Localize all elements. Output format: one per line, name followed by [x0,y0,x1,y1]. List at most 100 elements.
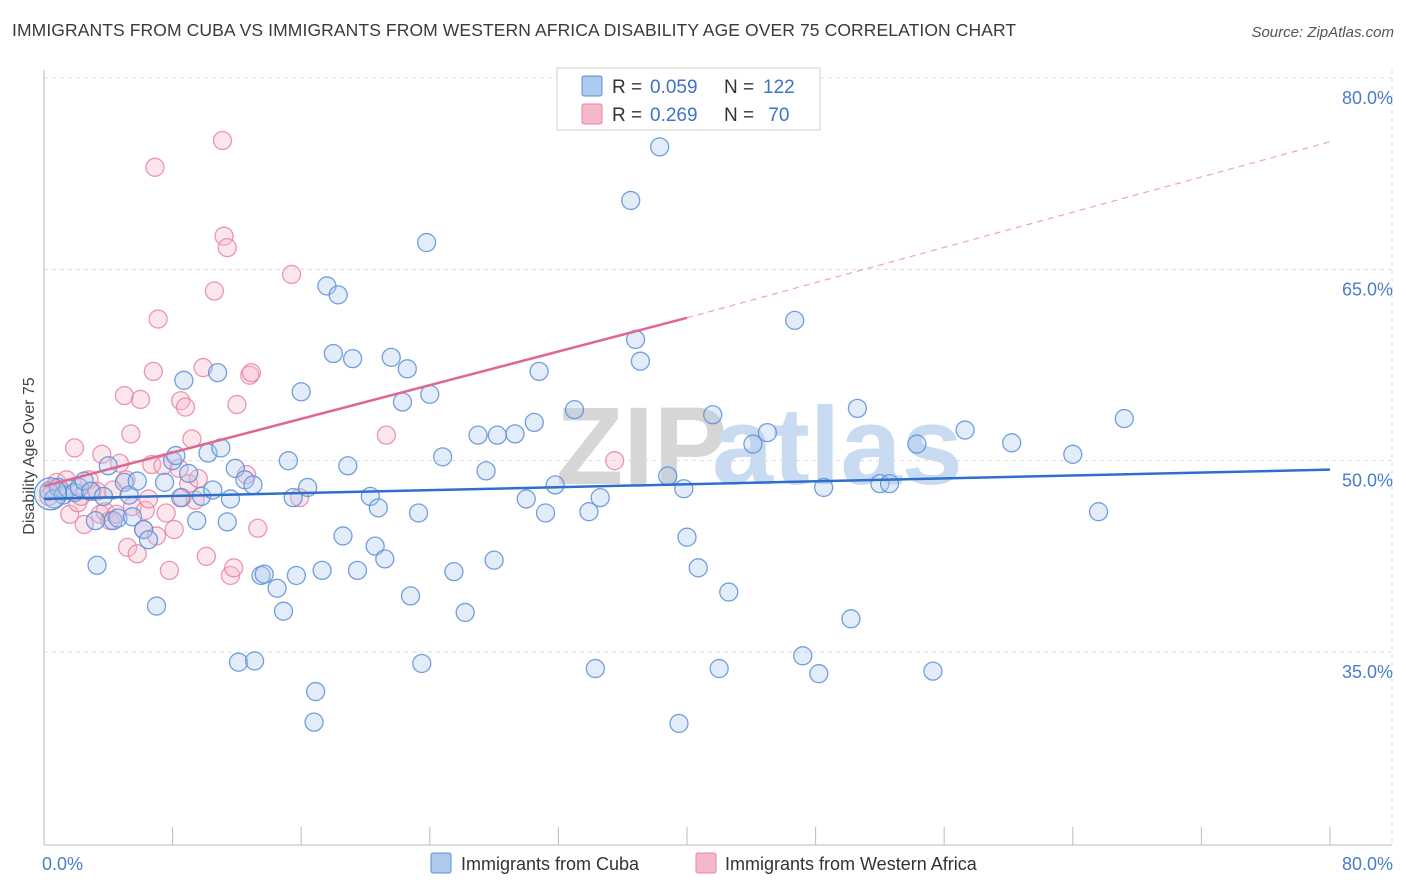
point-cuba-97 [688,558,708,578]
point-western-africa-14 [92,444,112,464]
point-western-africa-63 [605,451,625,471]
point-cuba-18 [127,471,147,491]
point-cuba-19 [134,519,154,540]
point-cuba-74 [455,602,475,623]
point-cuba-75 [468,425,488,445]
point-western-africa-34 [148,309,168,329]
point-western-africa-51 [214,226,234,246]
point-cuba-68 [408,503,429,523]
point-cuba-116 [1088,502,1109,522]
point-western-africa-62 [376,425,397,445]
legend-r-value-western-africa: 0.269 [650,105,698,126]
point-cuba-101 [743,434,763,454]
point-cuba-52 [312,560,332,581]
point-cuba-73 [444,561,464,582]
point-cuba-107 [841,609,861,629]
point-cuba-64 [381,347,401,367]
point-cuba-67 [400,586,421,606]
point-western-africa-31 [143,361,163,382]
point-cuba-80 [516,489,536,509]
y-tick-labels: 35.0% 50.0% 65.0% 80.0% [1342,88,1393,682]
point-cuba-17 [122,507,143,527]
point-cuba-55 [328,285,348,305]
point-cuba-92 [650,137,670,157]
point-cuba-10 [87,555,107,575]
y-tick-label-2: 65.0% [1342,279,1393,299]
point-cuba-40 [244,651,265,671]
watermark-atlas: atlas [712,385,963,508]
point-cuba-51 [304,712,324,732]
point-cuba-76 [476,461,496,481]
point-cuba-110 [879,473,900,494]
point-western-africa-58 [241,363,262,383]
point-cuba-62 [368,498,389,518]
legend-r-label-western-africa: R = [612,105,642,126]
point-western-africa-6 [64,438,85,458]
point-cuba-72 [433,447,453,467]
point-cuba-70 [416,232,437,253]
point-cuba-105 [809,664,829,684]
point-cuba-20 [138,530,159,550]
trend-line-western-africa-projection [686,141,1331,319]
point-western-africa-54 [224,558,244,578]
point-cuba-88 [590,488,610,508]
bottom-legend-swatch-western-africa [695,852,717,874]
legend-r-label-cuba: R = [612,77,642,98]
point-cuba-57 [338,456,358,476]
point-western-africa-60 [281,264,302,285]
point-cuba-63 [375,549,395,569]
point-western-africa-42 [175,397,196,417]
point-cuba-78 [487,425,507,445]
point-cuba-89 [621,190,641,211]
bottom-legend-label-western-africa: Immigrants from Western Africa [725,854,978,874]
point-cuba-32 [207,363,228,383]
point-western-africa-52 [217,237,237,258]
point-cuba-21 [146,596,167,616]
point-cuba-93 [658,466,678,486]
point-western-africa-37 [159,560,180,581]
y-axis-label: Disability Age Over 75 [21,377,38,535]
point-cuba-87 [585,658,606,679]
point-cuba-43 [267,578,287,598]
point-cuba-84 [545,475,565,495]
x-tick-labels: 0.0% 80.0% [42,854,1393,874]
chart-title: IMMIGRANTS FROM CUBA VS IMMIGRANTS FROM … [12,20,1017,40]
point-cuba-106 [813,477,834,498]
point-cuba-50 [306,681,326,702]
legend-n-value-western-africa: 70 [763,105,789,126]
point-cuba-103 [785,310,805,331]
legend-swatch-cuba [581,75,603,97]
point-cuba-112 [923,661,943,681]
point-western-africa-35 [153,456,173,476]
point-cuba-56 [333,526,353,546]
point-western-africa-38 [164,519,184,540]
point-cuba-95 [674,479,694,499]
point-cuba-113 [955,420,975,440]
point-western-africa-59 [248,518,268,538]
trend-line-western-africa [43,316,688,488]
point-cuba-27 [179,463,199,484]
point-cuba-66 [397,359,417,379]
point-cuba-28 [187,510,207,531]
point-cuba-22 [154,472,175,493]
point-cuba-34 [217,512,237,532]
point-western-africa-55 [227,394,247,415]
point-cuba-81 [524,412,544,433]
point-cuba-83 [535,503,556,523]
legend: R = 0.059 N = 122 R = 0.269 N = 70 [556,67,821,131]
point-cuba-cluster [33,477,68,511]
point-cuba-117 [1114,408,1134,429]
point-cuba-37 [228,652,249,672]
legend-r-value-cuba: 0.059 [650,77,698,98]
point-cuba-9 [85,510,106,531]
x-tick-label-0: 0.0% [42,854,83,874]
point-cuba-100 [719,582,739,602]
point-cuba-54 [323,343,344,364]
point-cuba-102 [757,422,778,443]
point-western-africa-47 [193,357,213,378]
grid-lines [44,70,1393,845]
point-cuba-79 [505,424,525,444]
point-cuba-39 [243,475,263,495]
point-cuba-77 [484,550,504,570]
